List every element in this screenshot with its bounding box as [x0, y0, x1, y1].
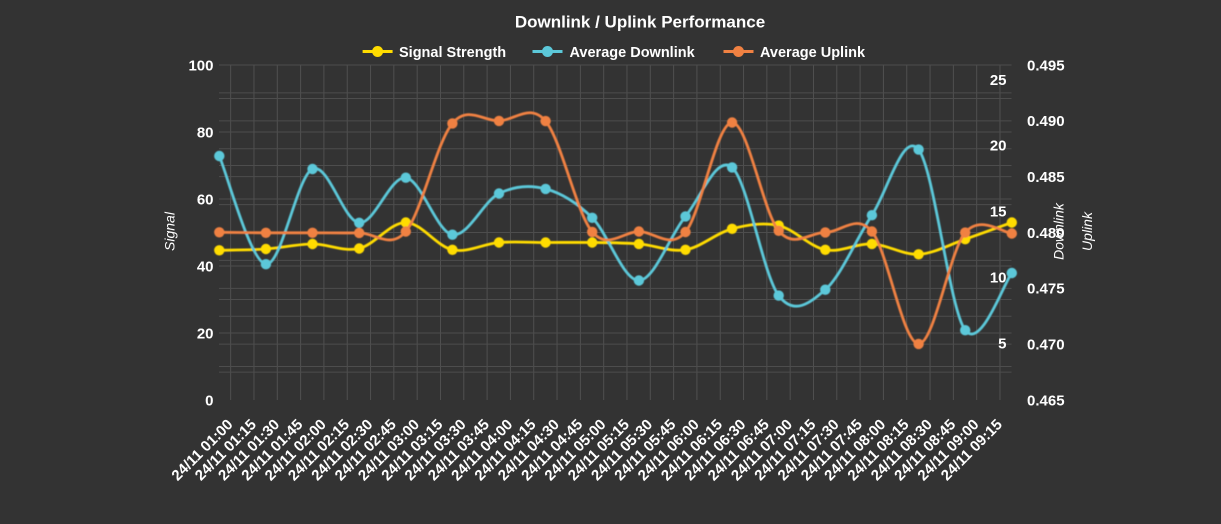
svg-text:Average Downlink: Average Downlink: [570, 45, 696, 61]
svg-text:0.490: 0.490: [1027, 113, 1065, 130]
svg-text:15: 15: [990, 204, 1007, 221]
svg-text:0.475: 0.475: [1027, 281, 1065, 298]
svg-text:Uplink: Uplink: [1079, 211, 1095, 251]
svg-text:Downlink / Uplink Performance: Downlink / Uplink Performance: [515, 13, 765, 32]
svg-text:Signal Strength: Signal Strength: [399, 45, 506, 61]
svg-text:5: 5: [998, 336, 1006, 353]
svg-text:20: 20: [990, 138, 1007, 155]
svg-text:Signal: Signal: [162, 211, 178, 251]
svg-text:Downlink: Downlink: [1051, 202, 1067, 260]
svg-text:0.465: 0.465: [1027, 392, 1065, 409]
svg-text:60: 60: [197, 191, 214, 208]
svg-text:0: 0: [205, 392, 213, 409]
svg-text:10: 10: [990, 270, 1007, 287]
svg-text:0.470: 0.470: [1027, 337, 1065, 354]
svg-text:100: 100: [188, 57, 213, 74]
svg-text:20: 20: [197, 325, 214, 342]
svg-text:0.480: 0.480: [1027, 225, 1065, 242]
svg-text:40: 40: [197, 258, 214, 275]
svg-text:0.495: 0.495: [1027, 57, 1065, 74]
svg-text:25: 25: [990, 72, 1007, 89]
svg-text:Average Uplink: Average Uplink: [760, 45, 866, 61]
svg-text:0.485: 0.485: [1027, 169, 1065, 186]
svg-text:80: 80: [197, 124, 214, 141]
